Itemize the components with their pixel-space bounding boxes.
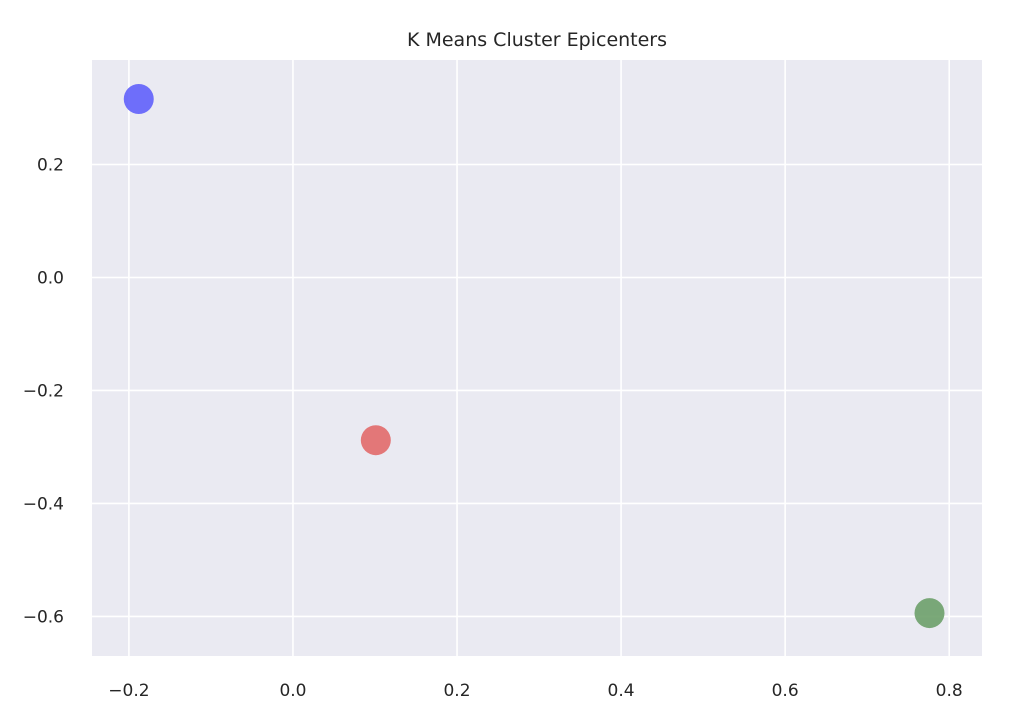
- x-tick-label: 0.2: [443, 681, 470, 701]
- cluster-center-point: [360, 425, 391, 456]
- x-tick-label: 0.4: [608, 681, 635, 701]
- y-tick-label: −0.4: [23, 494, 64, 514]
- plot-area: [92, 60, 982, 656]
- x-tick-label: 0.6: [772, 681, 799, 701]
- cluster-center-point: [123, 83, 154, 114]
- y-tick-label: −0.2: [23, 381, 64, 401]
- y-gridlines: [92, 163, 982, 618]
- data-points: [123, 83, 945, 629]
- x-tick-label: 0.8: [936, 681, 963, 701]
- x-tick-label: −0.2: [108, 681, 149, 701]
- chart-title: K Means Cluster Epicenters: [407, 29, 667, 51]
- y-tick-label: 0.2: [37, 156, 64, 176]
- y-axis-ticks: −0.6 −0.4 −0.2 0.0 0.2: [23, 156, 64, 628]
- x-tick-label: 0.0: [279, 681, 306, 701]
- x-axis-ticks: −0.2 0.0 0.2 0.4 0.6 0.8: [108, 681, 962, 701]
- cluster-center-point: [914, 598, 945, 629]
- y-tick-label: 0.0: [37, 268, 64, 288]
- y-tick-label: −0.6: [23, 607, 64, 627]
- x-gridlines: [128, 60, 950, 656]
